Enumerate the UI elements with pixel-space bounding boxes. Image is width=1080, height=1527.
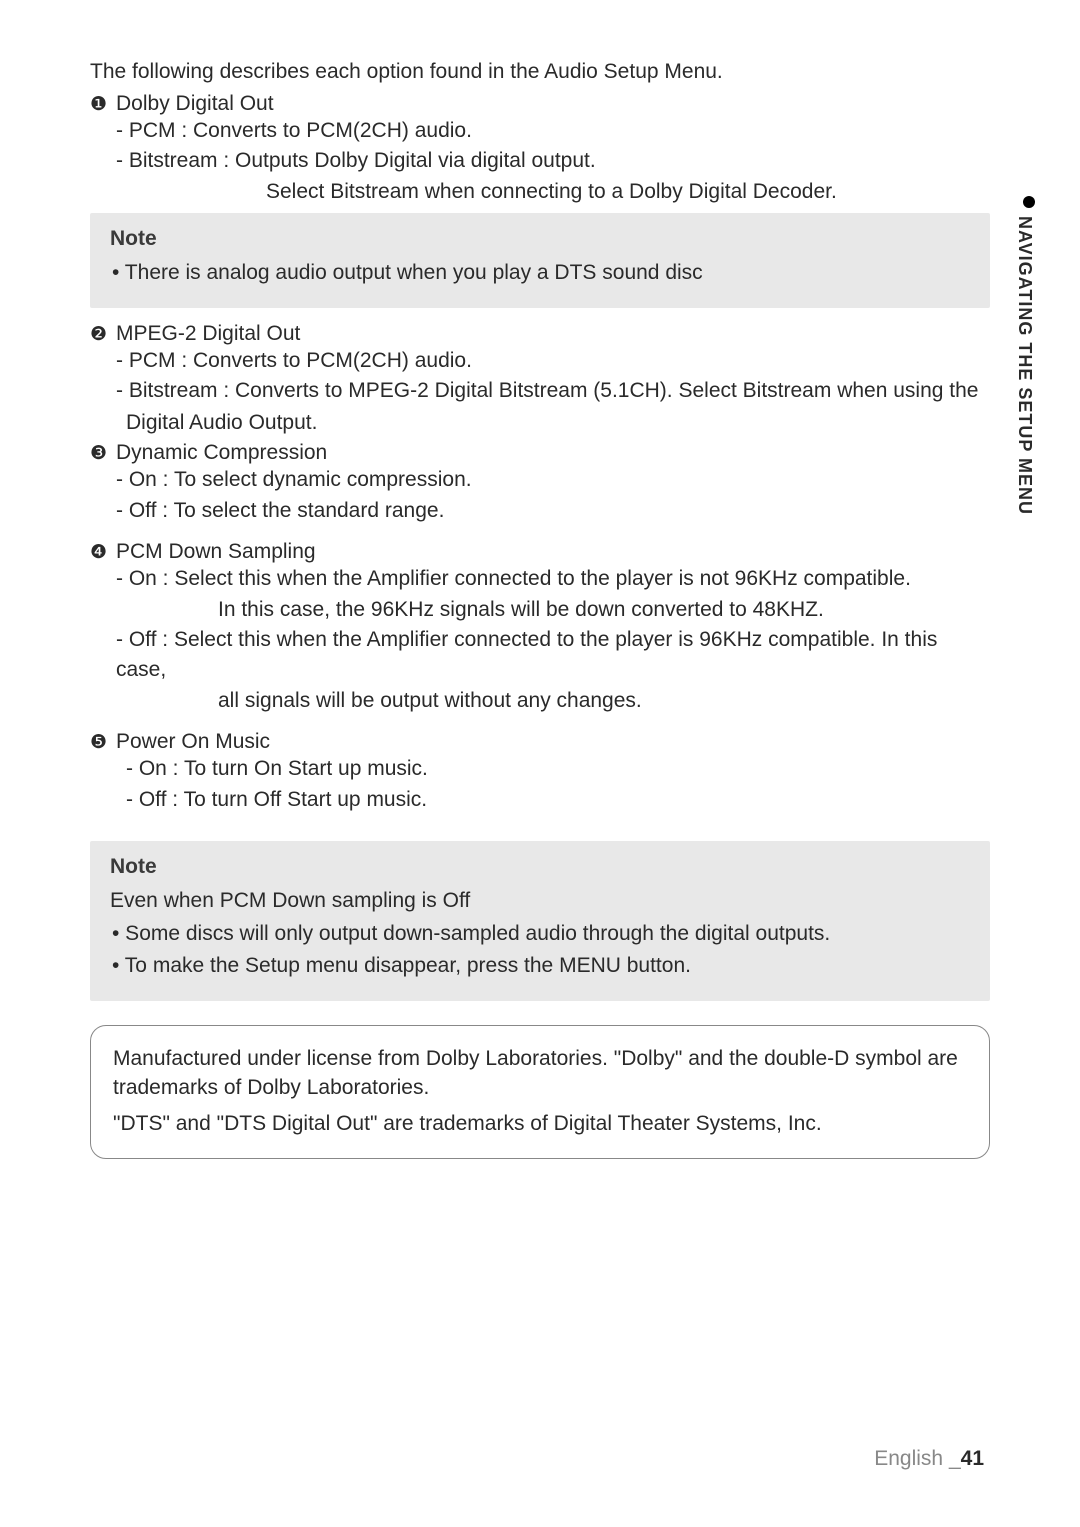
note-bullet: • Some discs will only output down-sampl… — [112, 918, 970, 951]
option-line-cont: all signals will be output without any c… — [218, 686, 990, 716]
option-line: - Off : Select this when the Amplifier c… — [116, 625, 990, 686]
circled-number-icon: ❶ — [90, 93, 110, 116]
option-heading: ❷ MPEG-2 Digital Out — [90, 322, 990, 346]
footer-separator: _ — [949, 1447, 961, 1470]
side-tab: NAVIGATING THE SETUP MENU — [1014, 196, 1044, 516]
side-tab-label: NAVIGATING THE SETUP MENU — [1014, 216, 1035, 515]
spacer — [90, 817, 990, 835]
circled-number-icon: ❹ — [90, 541, 110, 564]
option-pcm-down-sampling: ❹ PCM Down Sampling - On : Select this w… — [90, 540, 990, 716]
note-bullet: • There is analog audio output when you … — [112, 257, 970, 290]
option-heading: ❺ Power On Music — [90, 730, 990, 754]
note-box: Note Even when PCM Down sampling is Off … — [90, 841, 990, 1001]
note-title: Note — [110, 227, 970, 251]
circled-number-icon: ❺ — [90, 731, 110, 754]
option-title: Dynamic Compression — [116, 441, 327, 465]
option-heading: ❸ Dynamic Compression — [90, 441, 990, 465]
circled-number-icon: ❷ — [90, 323, 110, 346]
page-number: 41 — [961, 1447, 984, 1470]
intro-text: The following describes each option foun… — [90, 60, 990, 84]
option-title: MPEG-2 Digital Out — [116, 322, 300, 346]
option-line-cont: Select Bitstream when connecting to a Do… — [266, 177, 990, 207]
option-line: - On : Select this when the Amplifier co… — [116, 564, 990, 594]
option-line: - On : To turn On Start up music. — [126, 754, 990, 784]
note-title: Note — [110, 855, 970, 879]
trademark-box: Manufactured under license from Dolby La… — [90, 1025, 990, 1159]
option-line: - PCM : Converts to PCM(2CH) audio. — [116, 346, 990, 376]
circled-number-icon: ❸ — [90, 442, 110, 465]
option-power-on-music: ❺ Power On Music - On : To turn On Start… — [90, 730, 990, 815]
option-line-cont: In this case, the 96KHz signals will be … — [218, 595, 990, 625]
note-bullet: • To make the Setup menu disappear, pres… — [112, 950, 970, 983]
spacer — [90, 528, 990, 538]
option-dolby-digital-out: ❶ Dolby Digital Out - PCM : Converts to … — [90, 92, 990, 207]
option-title: Power On Music — [116, 730, 270, 754]
option-heading: ❹ PCM Down Sampling — [90, 540, 990, 564]
option-line: - On : To select dynamic compression. — [116, 465, 990, 495]
option-heading: ❶ Dolby Digital Out — [90, 92, 990, 116]
option-line: - PCM : Converts to PCM(2CH) audio. — [116, 116, 990, 146]
footer-language: English — [874, 1447, 949, 1470]
page-footer: English _41 — [874, 1447, 984, 1471]
spacer — [90, 718, 990, 728]
option-mpeg2-digital-out: ❷ MPEG-2 Digital Out - PCM : Converts to… — [90, 322, 990, 439]
option-title: Dolby Digital Out — [116, 92, 274, 116]
option-line: - Bitstream : Outputs Dolby Digital via … — [116, 146, 990, 176]
option-dynamic-compression: ❸ Dynamic Compression - On : To select d… — [90, 441, 990, 526]
trademark-line: "DTS" and "DTS Digital Out" are trademar… — [113, 1109, 967, 1138]
trademark-line: Manufactured under license from Dolby La… — [113, 1044, 967, 1103]
option-line: - Bitstream : Converts to MPEG-2 Digital… — [116, 376, 990, 406]
option-title: PCM Down Sampling — [116, 540, 316, 564]
bullet-icon — [1023, 196, 1035, 208]
option-line-cont: Digital Audio Output. — [126, 407, 990, 440]
option-line: - Off : To select the standard range. — [116, 496, 990, 526]
page-content: The following describes each option foun… — [0, 0, 1080, 1159]
note-box: Note • There is analog audio output when… — [90, 213, 990, 308]
note-intro: Even when PCM Down sampling is Off — [110, 885, 970, 918]
option-line: - Off : To turn Off Start up music. — [126, 785, 990, 815]
